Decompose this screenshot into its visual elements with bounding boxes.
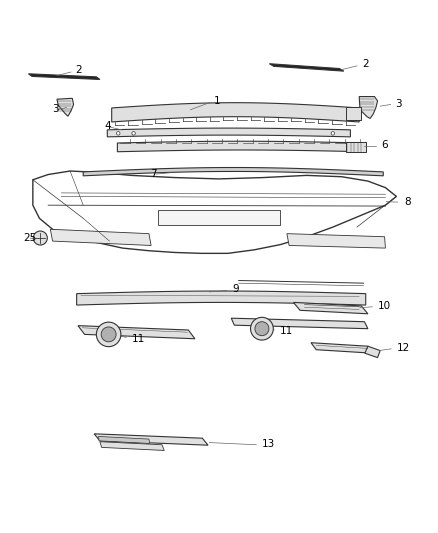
Circle shape (33, 231, 47, 245)
Text: 3: 3 (52, 104, 58, 114)
Text: 3: 3 (395, 99, 402, 109)
Text: 7: 7 (150, 168, 156, 179)
Polygon shape (100, 442, 164, 450)
Text: 9: 9 (232, 284, 239, 294)
Polygon shape (57, 98, 74, 116)
Polygon shape (33, 171, 396, 253)
Polygon shape (112, 103, 359, 122)
Polygon shape (365, 346, 380, 358)
Polygon shape (77, 291, 366, 305)
Text: 11: 11 (131, 334, 145, 344)
Polygon shape (311, 343, 373, 353)
Polygon shape (94, 434, 208, 445)
Polygon shape (50, 229, 151, 246)
Polygon shape (359, 96, 378, 118)
Polygon shape (346, 107, 361, 120)
Text: 8: 8 (404, 197, 410, 207)
Polygon shape (346, 142, 366, 152)
Text: 25: 25 (23, 233, 36, 243)
Polygon shape (158, 209, 280, 225)
Text: 2: 2 (363, 59, 369, 69)
Polygon shape (287, 233, 385, 248)
Circle shape (251, 317, 273, 340)
Circle shape (132, 132, 135, 135)
Polygon shape (293, 302, 368, 314)
Text: 4: 4 (104, 122, 111, 131)
Text: 1: 1 (214, 96, 220, 106)
Polygon shape (83, 167, 383, 176)
Circle shape (255, 322, 269, 336)
Polygon shape (107, 128, 350, 137)
Polygon shape (99, 437, 150, 443)
Text: 12: 12 (396, 343, 410, 352)
Circle shape (96, 322, 121, 346)
Polygon shape (269, 64, 344, 71)
Text: 6: 6 (381, 140, 388, 150)
Text: 11: 11 (279, 326, 293, 336)
Text: 13: 13 (262, 439, 275, 449)
Circle shape (331, 132, 335, 135)
Polygon shape (117, 141, 364, 152)
Polygon shape (28, 74, 100, 79)
Polygon shape (231, 318, 368, 329)
Circle shape (117, 132, 120, 135)
Polygon shape (78, 326, 195, 339)
Text: 2: 2 (75, 65, 82, 75)
Circle shape (101, 327, 116, 342)
Text: 10: 10 (378, 301, 391, 311)
